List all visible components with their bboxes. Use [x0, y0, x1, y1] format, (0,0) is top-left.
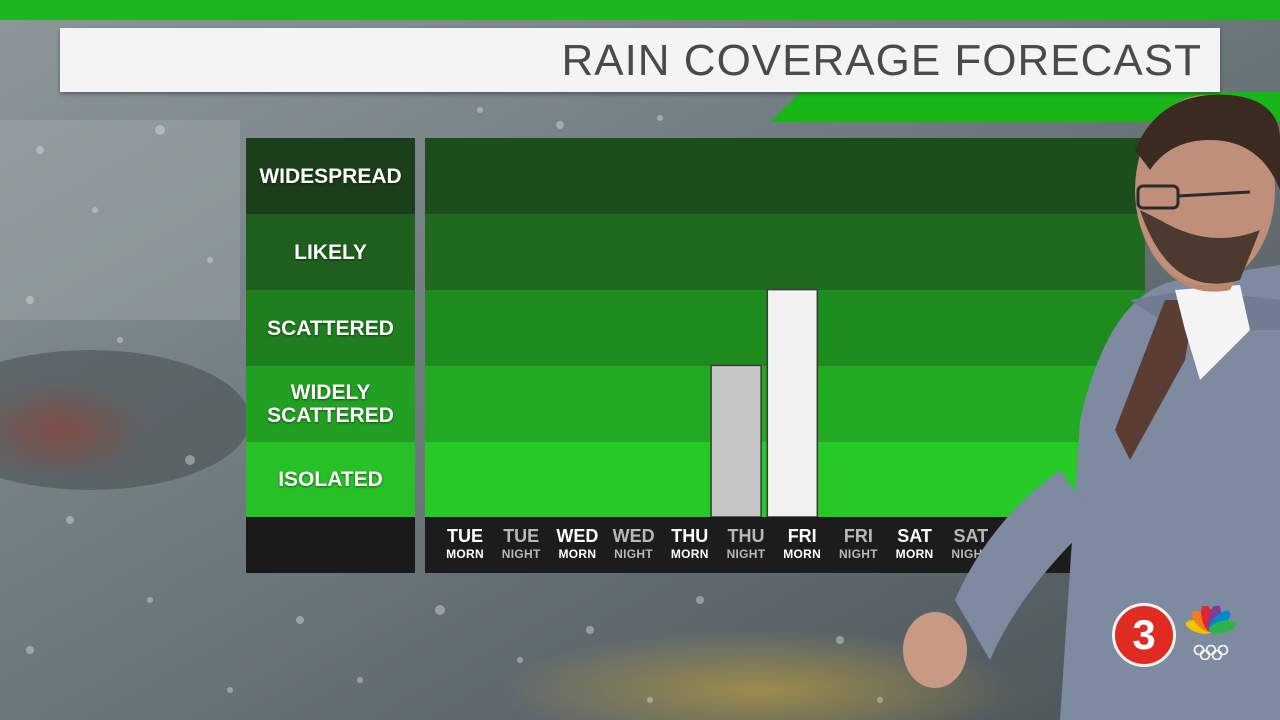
x-tick-part: MORN — [558, 547, 597, 561]
x-tick-wed-night: WED NIGHT — [606, 527, 662, 562]
level-label-widely-scattered: WIDELY SCATTERED — [246, 366, 415, 442]
x-tick-part: MORN — [895, 547, 934, 561]
title-banner: RAIN COVERAGE FORECAST — [60, 28, 1220, 92]
x-axis: TUE MORN TUE NIGHT WED MORN WED NIGHT THU MORN THU… — [425, 517, 1085, 573]
x-tick-tue-night: TUE NIGHT — [493, 527, 549, 562]
x-tick-sat-morn: SAT MORN — [887, 527, 943, 562]
bar-thu-night — [710, 364, 762, 517]
station-logo: 3 — [1112, 603, 1176, 667]
x-tick-day: SAT — [953, 526, 989, 546]
x-tick-part: MORN — [783, 547, 822, 561]
channel-number: 3 — [1132, 611, 1156, 658]
coverage-level-panel: WIDESPREAD LIKELY SCATTERED WIDELY SCATTE… — [246, 138, 415, 573]
chart-title: RAIN COVERAGE FORECAST — [561, 36, 1202, 85]
x-tick-part: NIGHT — [838, 547, 878, 561]
x-tick-day: WED — [556, 526, 599, 546]
x-tick-day: THU — [727, 526, 765, 546]
x-tick-part: NIGHT — [501, 547, 541, 561]
x-tick-day: FRI — [843, 526, 873, 546]
x-tick-day: TUE — [503, 526, 540, 546]
level-label-isolated: ISOLATED — [246, 442, 415, 517]
level-label-scattered: SCATTERED — [246, 290, 415, 366]
top-accent-bar — [0, 0, 1280, 20]
x-tick-tue-morn: TUE MORN — [437, 527, 493, 562]
band-likely — [425, 214, 1145, 290]
x-tick-part: NIGHT — [614, 547, 654, 561]
x-tick-day: WED — [612, 526, 655, 546]
peacock-icon — [1186, 606, 1236, 660]
band-widespread — [425, 138, 1145, 214]
x-tick-part: MORN — [446, 547, 484, 561]
x-tick-day: TUE — [447, 526, 483, 546]
x-tick-day: SAT — [897, 526, 932, 546]
label-panel-footer — [246, 517, 415, 573]
x-tick-thu-night: THU NIGHT — [718, 527, 774, 562]
x-tick-thu-morn: THU MORN — [662, 527, 718, 562]
x-tick-part: MORN — [670, 547, 709, 561]
bar-fri-morn — [766, 288, 819, 517]
x-tick-part: NIGHT — [726, 547, 766, 561]
x-tick-fri-morn: FRI MORN — [774, 527, 830, 562]
x-tick-day: THU — [671, 526, 709, 546]
level-label-likely: LIKELY — [246, 214, 415, 290]
x-tick-day: FRI — [787, 526, 817, 546]
x-tick-fri-night: FRI NIGHT — [830, 527, 886, 562]
level-label-widespread: WIDESPREAD — [246, 138, 415, 214]
x-tick-wed-morn: WED MORN — [549, 527, 605, 562]
coverage-bars — [710, 288, 819, 517]
